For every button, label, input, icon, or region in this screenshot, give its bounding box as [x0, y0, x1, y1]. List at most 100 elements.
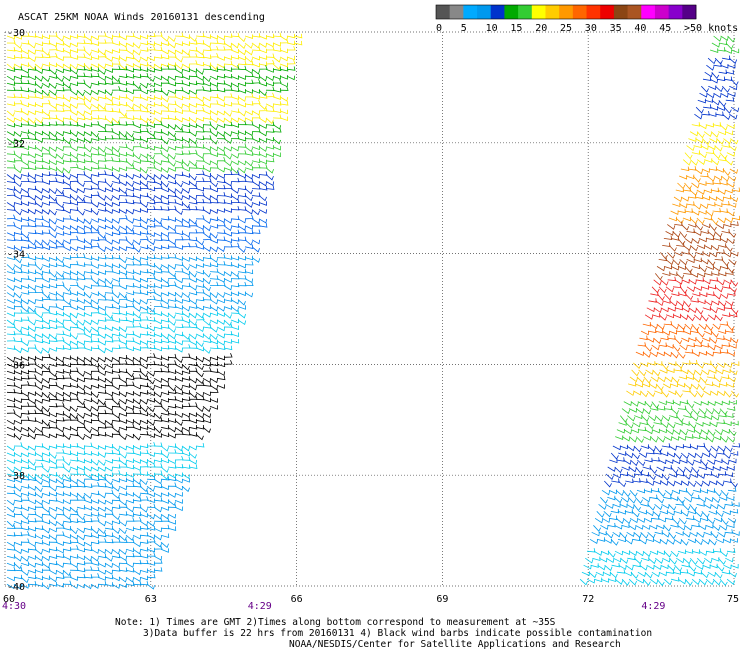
wind-barb [714, 93, 722, 97]
wind-barb [175, 464, 183, 468]
wind-barb [42, 269, 50, 273]
wind-barb [21, 548, 29, 552]
wind-barb [217, 174, 225, 178]
wind-barb [147, 460, 155, 464]
wind-barb [210, 405, 218, 409]
wind-barb [105, 232, 113, 236]
wind-barb [133, 290, 141, 294]
wind-barb [189, 150, 197, 154]
wind-barb [56, 345, 64, 349]
wind-barb [63, 231, 71, 235]
wind-barb [238, 282, 246, 286]
wind-barb [154, 129, 162, 133]
wind-barb [133, 217, 141, 221]
wind-barb [56, 474, 64, 479]
wind-barb [49, 492, 57, 496]
wind-barb [724, 107, 731, 113]
wind-barb [42, 541, 50, 545]
wind-barb [63, 406, 71, 411]
wind-barb [126, 405, 134, 409]
wind-barb [238, 229, 246, 233]
wind-barb [259, 104, 267, 109]
wind-barb [703, 306, 711, 310]
wind-barb [704, 245, 712, 249]
wind-barb [119, 521, 127, 526]
wind-barb [704, 158, 712, 162]
wind-barb [245, 93, 253, 97]
wind-barb [674, 453, 681, 459]
wind-barb [203, 392, 211, 396]
wind-barb [77, 132, 85, 136]
wind-barb [77, 420, 85, 424]
wind-barb [112, 41, 120, 45]
wind-barb [161, 318, 169, 322]
wind-barb [587, 579, 595, 583]
wind-barb [624, 430, 632, 434]
wind-barb [126, 323, 134, 327]
wind-barb [661, 391, 668, 397]
wind-barb [14, 303, 22, 307]
wind-barb [655, 530, 663, 534]
wind-barb [28, 492, 36, 496]
wind-barb [694, 286, 702, 290]
wind-barb [175, 50, 183, 54]
wind-barb [77, 542, 85, 546]
wind-barb [28, 200, 36, 204]
wind-barb [126, 553, 134, 557]
wind-barb [189, 425, 197, 429]
wind-barb [634, 558, 642, 563]
wind-barb [210, 258, 218, 263]
wind-barb [280, 39, 288, 43]
wind-barb [718, 504, 726, 509]
wind-barb [28, 118, 36, 123]
wind-barb [49, 577, 57, 581]
wind-barb [56, 511, 64, 515]
wind-barb [147, 240, 155, 245]
wind-barb [7, 377, 15, 381]
wind-barb [147, 538, 155, 542]
wind-barb [77, 556, 85, 560]
wind-barb [728, 377, 736, 382]
wind-barb [28, 93, 36, 97]
wind-barb [210, 182, 218, 187]
wind-barb [84, 320, 92, 325]
wind-barb [224, 86, 232, 90]
wind-barb [49, 32, 57, 36]
wind-barb [119, 258, 127, 263]
wind-barb [140, 47, 148, 51]
wind-barb [133, 535, 141, 539]
wind-barb [7, 562, 15, 566]
lat-label: -40 [7, 582, 25, 593]
wind-barb [231, 55, 239, 59]
wind-barb [140, 73, 148, 77]
wind-barb [713, 266, 721, 270]
wind-barb [56, 331, 64, 335]
wind-barb [7, 331, 15, 335]
wind-barb [56, 293, 64, 297]
wind-barb [35, 275, 43, 279]
wind-barb [677, 301, 685, 306]
wind-barb [35, 378, 43, 383]
wind-barb [14, 108, 22, 112]
wind-barb [35, 222, 43, 226]
wind-barb [84, 303, 92, 307]
wind-barb [217, 341, 225, 345]
legend-swatch [587, 5, 601, 19]
wind-barb [252, 47, 260, 51]
wind-barb [105, 268, 113, 272]
wind-barb [727, 266, 734, 272]
wind-barb [35, 493, 43, 498]
wind-barb [611, 539, 618, 545]
wind-barb [168, 434, 176, 438]
wind-barb [105, 364, 113, 368]
wind-barb [126, 399, 134, 403]
wind-barb [112, 505, 120, 509]
wind-barb [161, 279, 169, 284]
wind-barb [98, 581, 106, 585]
wind-barb [133, 199, 141, 203]
wind-barb [705, 301, 713, 305]
wind-barb [49, 453, 57, 458]
wind-barb [709, 510, 717, 514]
wind-barb [168, 514, 176, 518]
wind-barb [98, 255, 106, 259]
